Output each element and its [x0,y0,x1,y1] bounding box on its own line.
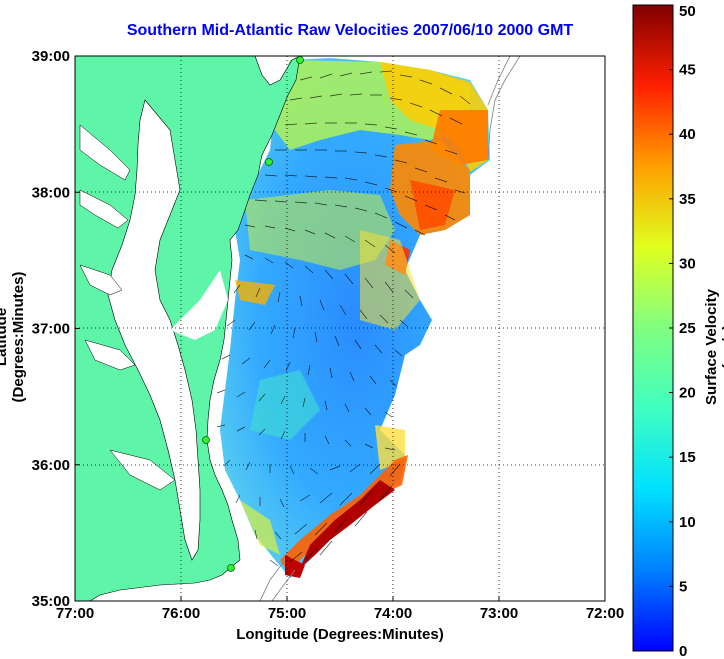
y-tick-label: 39:00 [32,48,70,65]
colorbar-tick-label: 5 [679,578,687,595]
y-tick-label: 35:00 [32,593,70,610]
colorbar-tick-label: 50 [679,3,696,20]
colorbar-tick-label: 15 [679,449,696,466]
colorbar-tick-label: 45 [679,62,696,79]
velocity-arrows [216,70,471,567]
radar-station [227,564,235,572]
colorbar-ticks: 0 5 10 15 20 25 30 35 40 45 50 [669,3,696,659]
colorbar-tick-label: 20 [679,385,696,402]
x-axis-ticks: 77:00 76:00 75:00 74:00 73:00 72:00 [56,596,624,622]
velocity-field [220,58,490,578]
y-tick-label: 37:00 [32,321,70,338]
colorbar-tick-label: 30 [679,255,696,272]
map-title: Southern Mid-Atlantic Raw Velocities 200… [126,22,574,39]
x-tick-label: 77:00 [56,605,94,622]
colorbar [632,4,674,652]
colorbar-tick-label: 40 [679,126,696,143]
x-tick-label: 73:00 [480,605,518,622]
radar-station [265,158,273,166]
y-tick-label: 36:00 [32,457,70,474]
x-tick-label: 74:00 [374,605,412,622]
y-tick-label: 38:00 [32,184,70,201]
y-axis-label: Latitude (Degrees:Minutes) [0,271,27,403]
bathymetry-contours [259,56,521,601]
y-axis-ticks: 39:00 38:00 37:00 36:00 35:00 [32,48,80,610]
x-tick-label: 72:00 [586,605,624,622]
radar-station [296,56,304,64]
radar-station [202,436,210,444]
colorbar-tick-label: 35 [679,191,696,208]
colorbar-tick-label: 0 [679,643,687,659]
x-tick-label: 76:00 [162,605,200,622]
x-axis-label: Longitude (Degrees:Minutes) [236,626,444,643]
x-tick-label: 75:00 [268,605,306,622]
grid-lines [75,56,605,601]
colorbar-tick-label: 25 [679,320,696,337]
colorbar-tick-label: 10 [679,514,696,531]
colorbar-label: Surface Velocity (cm/s) [703,289,724,405]
